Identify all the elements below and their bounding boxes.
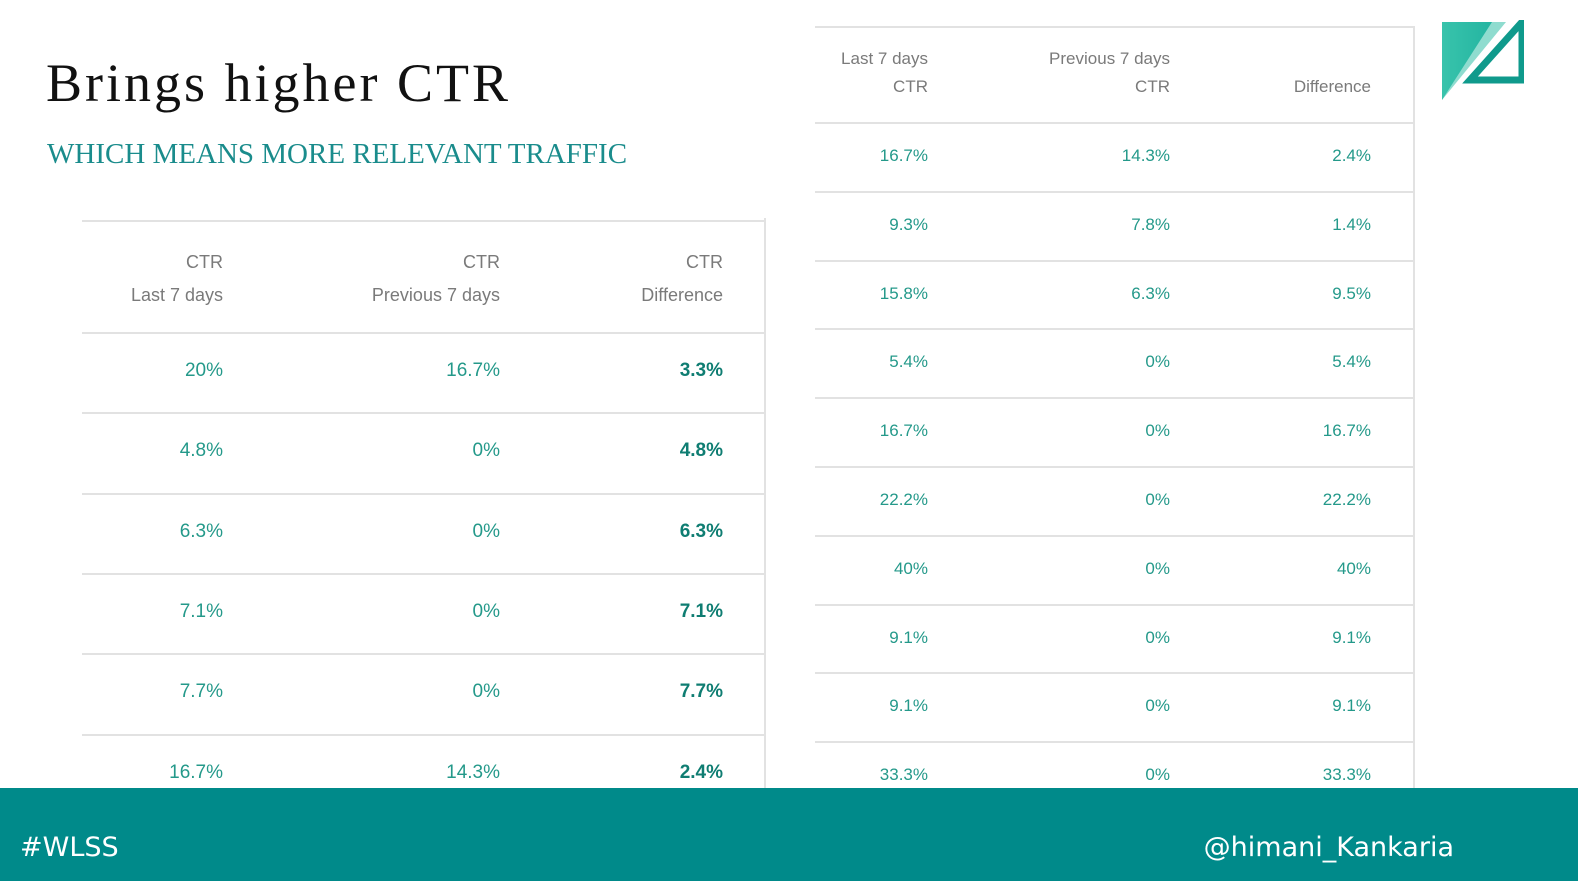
table-row: 9.1% 0% 9.1%	[815, 672, 1413, 741]
table-row: 7.1% 0% 7.1%	[82, 572, 764, 655]
table-cell: 40%	[1336, 558, 1371, 578]
table-cell: 4.8%	[179, 440, 223, 462]
table-cell: 7.1%	[679, 600, 723, 622]
table-cell: 9.1%	[1332, 696, 1371, 716]
table-header-row: CTR Last 7 days CTR Previous 7 days CTR …	[82, 220, 764, 334]
table-cell: 7.7%	[679, 681, 723, 703]
table-cell: 16.7%	[879, 421, 928, 441]
table-cell: 9.1%	[889, 627, 928, 647]
table-cell: 0%	[472, 600, 500, 622]
table-cell: 0%	[472, 520, 500, 542]
table-row: 16.7% 14.3% 2.4%	[815, 122, 1413, 191]
table-row: 4.8% 0% 4.8%	[82, 412, 764, 494]
footer-handle: @himani_Kankaria	[1203, 832, 1454, 863]
table-header-row: Last 7 days CTR Previous 7 days CTR Diff…	[815, 26, 1413, 124]
table-cell: 0%	[1145, 627, 1170, 647]
table-cell: 33.3%	[879, 765, 928, 785]
table-cell: 0%	[1145, 490, 1170, 509]
table-cell: 22.2%	[879, 490, 928, 509]
table-row: 6.3% 0% 6.3%	[82, 492, 764, 575]
table-cell: 16.7%	[446, 360, 500, 381]
slide-title: Brings higher CTR	[46, 53, 511, 113]
table-cell: 9.3%	[889, 214, 928, 234]
table-cell: 5.4%	[889, 352, 928, 372]
table-row: 22.2% 0% 22.2%	[815, 466, 1413, 535]
table-cell: 3.3%	[679, 360, 723, 381]
header-cell: Last 7 days CTR	[841, 49, 928, 96]
table-cell: 2.4%	[1332, 146, 1371, 165]
table-cell: 0%	[1145, 352, 1170, 372]
table-cell: 0%	[472, 440, 500, 462]
table-cell: 6.3%	[179, 520, 223, 542]
header-cell: CTR Last 7 days	[130, 252, 223, 305]
table-row: 9.3% 7.8% 1.4%	[815, 190, 1413, 260]
header-cell: CTR Previous 7 days	[371, 252, 500, 305]
table-row: 20% 16.7% 3.3%	[82, 332, 764, 414]
table-cell: 40%	[893, 558, 928, 578]
table-row: 40% 0% 40%	[815, 534, 1413, 604]
table-cell: 9.1%	[889, 696, 928, 716]
ctr-table-left: CTR Last 7 days CTR Previous 7 days CTR …	[82, 218, 766, 811]
table-cell: 6.3%	[679, 520, 723, 542]
table-cell: 33.3%	[1322, 765, 1371, 785]
table-row: 15.8% 6.3% 9.5%	[815, 259, 1413, 329]
table-cell: 7.8%	[1131, 214, 1170, 234]
table-cell: 22.2%	[1322, 490, 1371, 509]
table-cell: 20%	[184, 360, 223, 381]
table-cell: 9.5%	[1332, 283, 1371, 303]
table-cell: 14.3%	[446, 761, 500, 783]
table-cell: 0%	[1145, 421, 1170, 441]
table-row: 16.7% 14.3% 2.4%	[82, 733, 764, 816]
table-row: 5.4% 0% 5.4%	[815, 328, 1413, 397]
table-cell: 16.7%	[1322, 421, 1371, 441]
table-row: 9.1% 0% 9.1%	[815, 603, 1413, 673]
triangle-logo-icon	[1442, 20, 1524, 100]
table-cell: 5.4%	[1332, 352, 1371, 372]
footer-hashtag: #WLSS	[20, 832, 119, 863]
ctr-table-right: Last 7 days CTR Previous 7 days CTR Diff…	[815, 26, 1415, 811]
table-row: 16.7% 0% 16.7%	[815, 397, 1413, 466]
header-cell: Difference	[1293, 77, 1371, 96]
table-cell: 0%	[1145, 696, 1170, 716]
slide-subtitle: WHICH MEANS MORE RELEVANT TRAFFIC	[47, 138, 628, 170]
table-cell: 16.7%	[879, 146, 928, 165]
table-cell: 6.3%	[1131, 283, 1170, 303]
header-cell: CTR Difference	[641, 252, 723, 305]
table-cell: 0%	[472, 681, 500, 703]
table-cell: 15.8%	[879, 283, 928, 303]
table-cell: 9.1%	[1332, 627, 1371, 647]
table-cell: 16.7%	[169, 761, 223, 783]
table-cell: 4.8%	[679, 440, 723, 462]
table-cell: 1.4%	[1332, 214, 1371, 234]
table-cell: 7.7%	[179, 681, 223, 703]
footer-bar	[0, 788, 1578, 881]
table-row: 7.7% 0% 7.7%	[82, 653, 764, 735]
table-cell: 2.4%	[679, 761, 723, 783]
table-cell: 7.1%	[179, 600, 223, 622]
table-cell: 14.3%	[1121, 146, 1170, 165]
table-cell: 0%	[1145, 558, 1170, 578]
table-cell: 0%	[1145, 765, 1170, 785]
table-row: 33.3% 0% 33.3%	[815, 741, 1413, 810]
header-cell: Previous 7 days CTR	[1049, 49, 1170, 96]
